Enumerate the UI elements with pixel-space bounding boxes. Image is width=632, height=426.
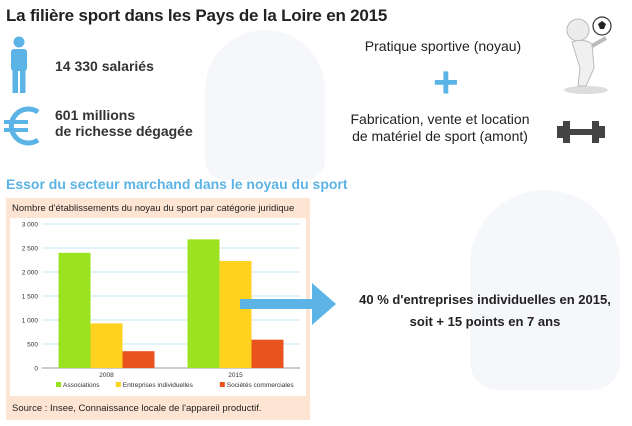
bar [187, 239, 220, 368]
euro-icon [4, 106, 40, 146]
upstream-label-line2: de matériel de sport (amont) [352, 128, 528, 144]
core-label: Pratique sportive (noyau) [364, 38, 522, 54]
background-silhouette [470, 190, 620, 390]
callout-line1: 40 % d'entreprises individuelles en 2015… [359, 292, 611, 307]
chart-title: Nombre d'établissements du noyau du spor… [12, 203, 295, 214]
person-icon [11, 36, 27, 93]
y-tick-label: 1 000 [22, 318, 39, 325]
legend-swatch [115, 382, 121, 387]
y-tick-label: 2 000 [22, 270, 39, 277]
legend-label: Associations [63, 382, 100, 389]
bar [251, 339, 284, 368]
background-silhouette [205, 30, 325, 180]
plus-sign: + [433, 58, 459, 107]
bar [219, 260, 252, 368]
y-tick-label: 0 [34, 366, 38, 373]
employees-stat: 14 330 salariés [55, 58, 154, 74]
legend-swatch [219, 382, 225, 387]
legend-label: Entreprises individuelles [123, 382, 194, 389]
x-tick-label: 2015 [228, 372, 243, 379]
bar [90, 323, 123, 368]
arrow-right-icon [240, 283, 336, 325]
y-tick-label: 1 500 [22, 294, 39, 301]
bar [122, 351, 155, 368]
dumbbell-icon [557, 121, 605, 143]
soccer-figure-icon [564, 16, 612, 94]
x-tick-label: 2008 [99, 372, 114, 379]
chart-source: Source : Insee, Connaissance locale de l… [12, 403, 262, 414]
legend-swatch [56, 382, 61, 387]
y-tick-label: 2 500 [22, 246, 39, 253]
callout-line2: soit + 15 points en 7 ans [409, 314, 561, 329]
upstream-label-line1: Fabrication, vente et location [350, 111, 530, 127]
y-tick-label: 500 [27, 342, 38, 349]
wealth-stat-line1: 601 millions [55, 107, 136, 123]
section-subtitle: Essor du secteur marchand dans le noyau … [6, 176, 348, 192]
wealth-stat-line2: de richesse dégagée [55, 123, 193, 139]
y-tick-label: 3 000 [22, 222, 39, 229]
bar [58, 252, 91, 368]
page-title: La filière sport dans les Pays de la Loi… [6, 6, 388, 25]
legend-label: Sociétés commerciales [227, 382, 295, 389]
